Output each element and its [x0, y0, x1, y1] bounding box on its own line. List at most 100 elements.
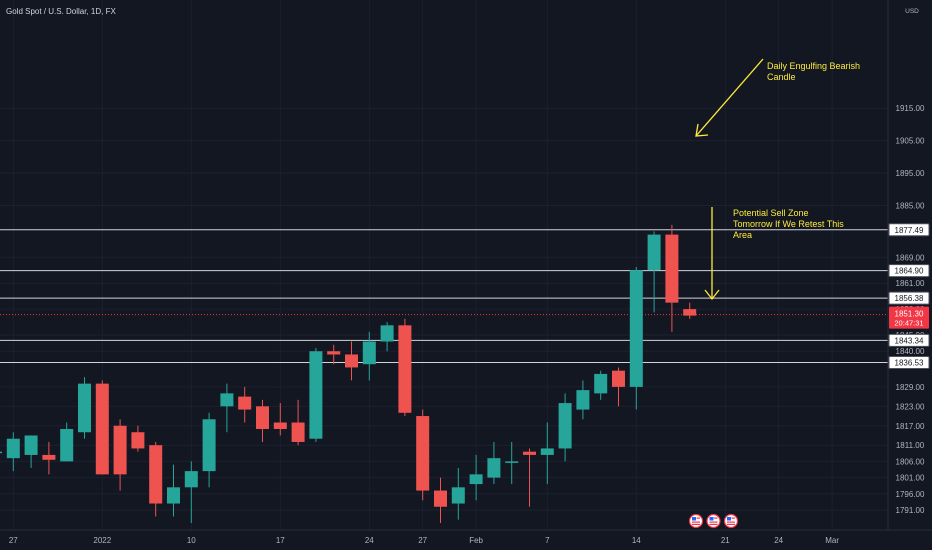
candle[interactable]: [576, 380, 590, 420]
time-axis-label: 24: [365, 536, 374, 545]
flag-stripe: [709, 521, 718, 523]
price-tick-label: 1895.00: [896, 169, 925, 178]
candle[interactable]: [42, 441, 56, 475]
candle-body: [327, 351, 341, 355]
time-axis-label: 10: [187, 536, 196, 545]
candle[interactable]: [523, 448, 536, 507]
level-price-tag: [888, 291, 930, 305]
candle-body: [558, 403, 572, 449]
flag-stripe: [709, 523, 718, 525]
candle[interactable]: [149, 441, 163, 517]
price-tick-label: 1861.00: [896, 279, 925, 288]
candle-body: [149, 445, 163, 504]
symbol-title[interactable]: Gold Spot / U.S. Dollar, 1D, FX: [6, 7, 116, 16]
candle[interactable]: [380, 322, 394, 352]
candle[interactable]: [505, 441, 519, 485]
candle[interactable]: [0, 439, 2, 480]
candle[interactable]: [594, 370, 608, 400]
candle-body: [0, 451, 2, 454]
flag-canton: [709, 517, 714, 521]
candle[interactable]: [451, 467, 465, 520]
candle[interactable]: [113, 419, 127, 491]
candle-countdown-label: 20:47:31: [894, 319, 923, 328]
candle[interactable]: [362, 331, 376, 381]
candle-body: [647, 234, 661, 271]
price-tick-label: 1915.00: [896, 104, 925, 113]
candle-body: [540, 448, 554, 455]
candle[interactable]: [131, 425, 145, 452]
level-price-tag: [888, 333, 930, 347]
candle[interactable]: [434, 477, 447, 523]
candle[interactable]: [612, 367, 625, 407]
us-flag-icon[interactable]: [706, 513, 721, 529]
candle[interactable]: [416, 409, 430, 501]
candle[interactable]: [95, 380, 109, 475]
candle[interactable]: [60, 422, 74, 462]
candle[interactable]: [629, 267, 643, 410]
candle-body: [594, 373, 608, 394]
candle-body: [238, 396, 252, 410]
candle-body: [345, 354, 358, 368]
candle[interactable]: [683, 302, 697, 319]
time-axis-label: Mar: [825, 536, 839, 545]
flag-stripe: [714, 517, 718, 519]
flag-stripe: [692, 523, 700, 525]
candle-body: [220, 393, 234, 407]
candle[interactable]: [309, 348, 323, 442]
candle[interactable]: [202, 412, 216, 488]
price-tick-label: 1905.00: [896, 137, 925, 146]
flag-canton: [727, 517, 731, 521]
engulfing-annotation-line: Candle: [767, 72, 796, 82]
candle-body: [576, 390, 590, 410]
candle[interactable]: [469, 454, 483, 501]
candle[interactable]: [273, 403, 287, 436]
candle[interactable]: [647, 231, 661, 313]
candle-body: [523, 451, 536, 455]
sell-zone-annotation: Potential Sell Zone Tomorrow If We Retes…: [733, 208, 846, 240]
time-axis-label: Feb: [469, 536, 483, 545]
candle-body: [309, 351, 323, 439]
candle[interactable]: [398, 318, 412, 417]
price-tick-label: 1791.00: [896, 506, 925, 515]
candle[interactable]: [487, 441, 501, 485]
candle[interactable]: [220, 383, 234, 433]
time-axis-label: 24: [774, 536, 783, 545]
price-tick-label: 1817.00: [896, 422, 925, 431]
candle[interactable]: [78, 377, 91, 439]
time-axis-panel[interactable]: [0, 530, 888, 550]
candle[interactable]: [184, 461, 198, 523]
price-tick-label: 1885.00: [896, 201, 925, 210]
candle[interactable]: [256, 399, 269, 442]
currency-label: USD: [905, 8, 919, 15]
us-flag-icon[interactable]: [688, 513, 704, 529]
flag-stripe: [731, 517, 735, 519]
candle[interactable]: [6, 432, 20, 472]
time-axis-label: 27: [418, 536, 427, 545]
candle[interactable]: [291, 399, 305, 446]
candle-body: [362, 341, 376, 365]
engulfing-annotation: Daily Engulfing Bearish Candle: [767, 61, 863, 82]
candle-body: [184, 471, 198, 488]
time-axis-label: 7: [545, 536, 550, 545]
time-axis-label: 2022: [93, 536, 111, 545]
candle[interactable]: [167, 464, 180, 517]
candle-body: [612, 370, 625, 387]
candle[interactable]: [24, 435, 38, 468]
level-price-tag: [888, 355, 930, 369]
price-tick-label: 1823.00: [896, 402, 925, 411]
time-axis-label: 27: [9, 536, 18, 545]
flag-stripe: [696, 517, 700, 519]
candle[interactable]: [665, 224, 679, 332]
flag-stripe: [727, 523, 735, 525]
candle[interactable]: [327, 344, 341, 365]
candle[interactable]: [345, 341, 358, 381]
candle[interactable]: [540, 422, 554, 485]
candle[interactable]: [238, 386, 252, 423]
arrow-line[interactable]: [695, 58, 764, 137]
candle-body: [167, 487, 180, 504]
us-flag-icon[interactable]: [723, 513, 739, 529]
candle-body: [487, 458, 501, 478]
candle[interactable]: [558, 393, 572, 462]
